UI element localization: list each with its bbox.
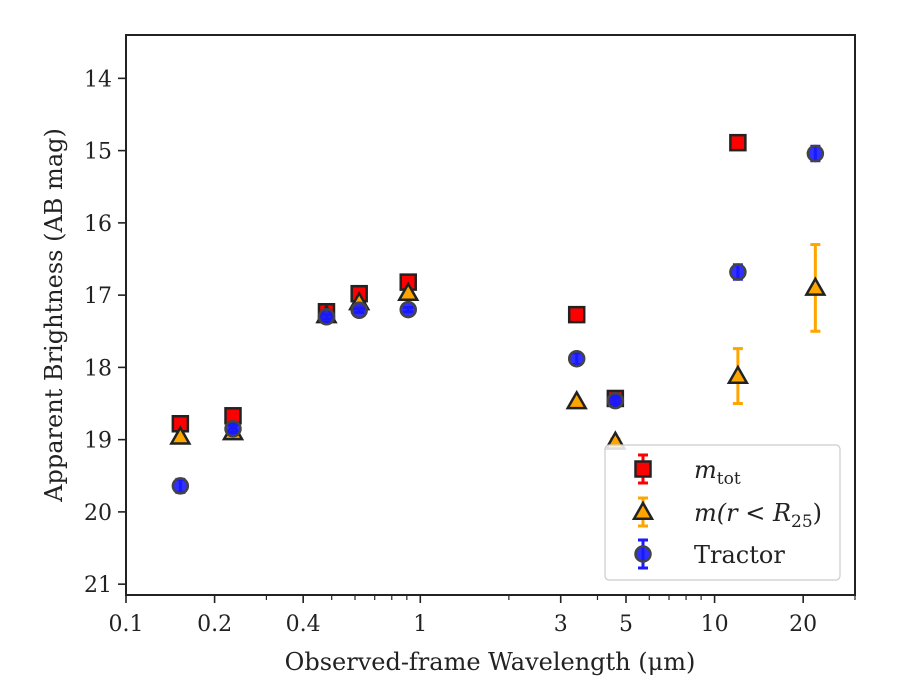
y-tick-label: 17 (84, 284, 112, 309)
data-point-circle (399, 300, 417, 319)
plot-frame (125, 34, 856, 596)
y-tick-label: 21 (84, 573, 112, 598)
y-tick-label: 19 (84, 429, 112, 454)
data-point-circle (567, 349, 586, 368)
data-point-circle (350, 301, 368, 320)
legend-marker-circle (634, 545, 652, 563)
series-circle (171, 144, 825, 495)
data-point-triangle (726, 364, 750, 385)
y-tick-label: 16 (84, 212, 112, 237)
series-triangle (169, 243, 827, 450)
x-tick-label: 5 (619, 612, 633, 637)
data-point-square (567, 305, 586, 324)
legend: mtot m(r < R25) Tractor (604, 444, 841, 581)
legend-frame (604, 444, 841, 581)
data-point-circle (224, 420, 242, 438)
y-axis: 14 15 16 17 18 19 20 21 (84, 67, 126, 598)
series-square (171, 133, 747, 433)
y-tick-label: 20 (84, 501, 112, 526)
data-point-triangle (804, 276, 827, 296)
data-point-triangle (565, 389, 588, 410)
x-tick-label: 3 (554, 612, 568, 637)
y-tick-label: 18 (84, 356, 112, 381)
data-point-triangle (397, 281, 420, 301)
legend-label-tractor: Tractor (694, 541, 785, 569)
x-axis-label: Observed-frame Wavelength (μm) (285, 648, 696, 676)
legend-marker-square (634, 460, 652, 478)
y-tick-label: 14 (84, 67, 112, 92)
x-tick-label: 0.2 (197, 612, 232, 637)
data-point-circle (729, 263, 747, 281)
legend-marker-triangle (631, 500, 655, 520)
data-point-triangle (169, 425, 192, 445)
x-tick-label: 0.4 (286, 612, 321, 637)
data-point-circle (606, 391, 625, 410)
data-point-circle (806, 144, 825, 163)
x-tick-label: 0.1 (109, 612, 144, 637)
x-axis: 0.1 0.2 0.4 1 3 5 10 20 (109, 595, 856, 637)
data-series-layer (169, 133, 827, 495)
x-tick-label: 1 (413, 612, 427, 637)
y-tick-label: 15 (84, 140, 112, 165)
data-point-circle (171, 477, 190, 495)
legend-label-mtot: mtot (694, 456, 741, 489)
y-axis-label: Apparent Brightness (AB mag) (40, 128, 68, 503)
x-tick-label: 20 (789, 612, 817, 637)
legend-label-mr25: m(r < R25) (694, 499, 822, 532)
data-point-square (729, 133, 747, 152)
x-tick-label: 10 (701, 612, 729, 637)
data-point-circle (317, 308, 336, 326)
